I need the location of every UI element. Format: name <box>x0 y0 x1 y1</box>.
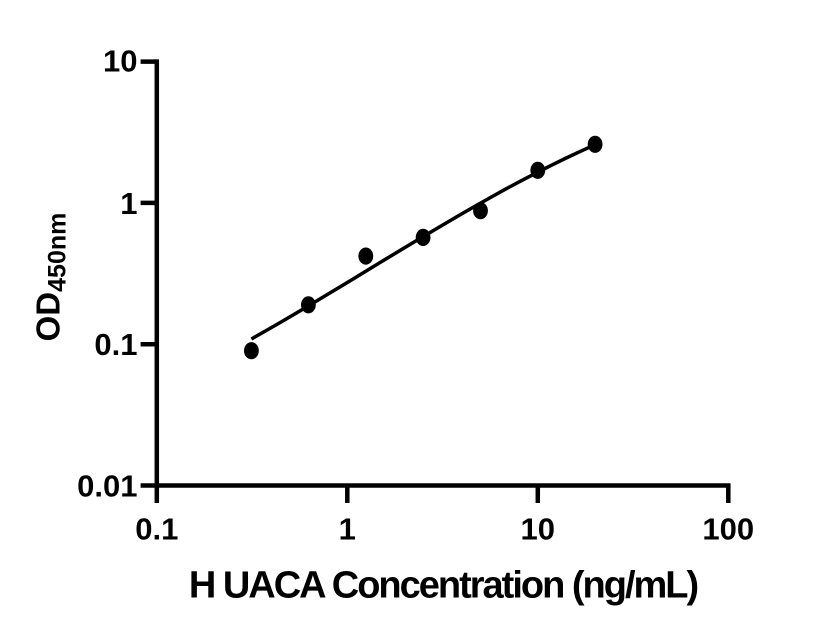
svg-text:0.1: 0.1 <box>94 327 137 362</box>
svg-text:100: 100 <box>702 512 754 547</box>
svg-text:0.01: 0.01 <box>77 469 137 504</box>
svg-text:10: 10 <box>103 44 137 79</box>
svg-text:1: 1 <box>120 186 137 221</box>
svg-text:H UACA Concentration (ng/mL): H UACA Concentration (ng/mL) <box>189 565 698 607</box>
svg-text:0.1: 0.1 <box>135 512 178 547</box>
svg-text:10: 10 <box>521 512 555 547</box>
svg-text:1: 1 <box>339 512 356 547</box>
svg-text:OD450nm: OD450nm <box>30 213 72 342</box>
